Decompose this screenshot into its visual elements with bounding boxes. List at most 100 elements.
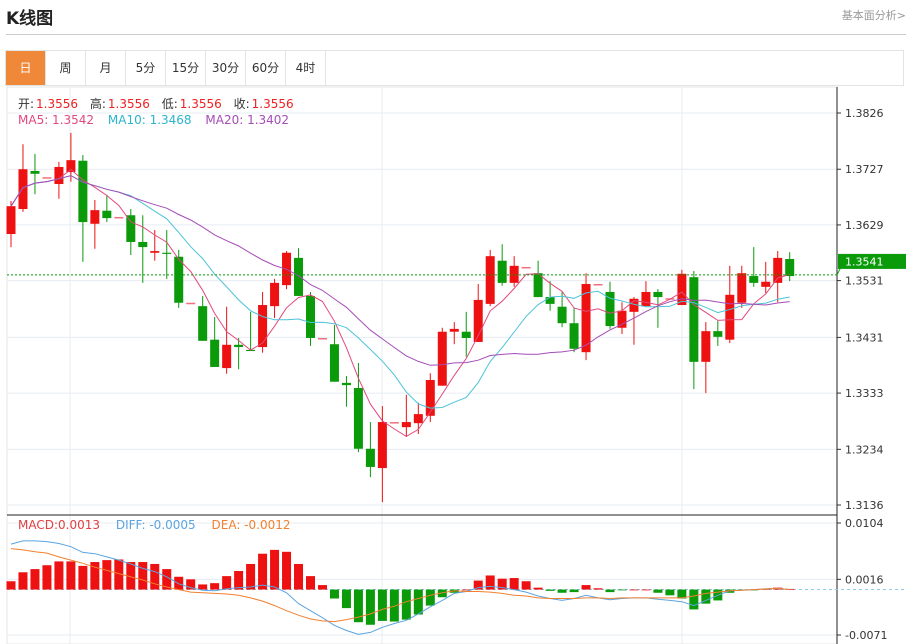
macd-value: MACD:0.0013 — [18, 518, 101, 532]
macd-bar — [42, 565, 52, 590]
candle-body — [461, 331, 471, 338]
candle-body — [689, 277, 699, 362]
candle-body — [785, 259, 795, 277]
low-label: 低: — [161, 97, 178, 111]
macd-bar — [521, 581, 531, 590]
price-tick-label: 1.3333 — [845, 387, 884, 400]
macd-bar — [593, 588, 603, 590]
macd-bar — [294, 563, 304, 590]
macd-tick-label: -0.0071 — [845, 629, 887, 642]
price-tick-label: 1.3234 — [845, 443, 884, 456]
candle-body — [258, 305, 268, 348]
candle-body — [629, 298, 639, 312]
macd-bar — [701, 589, 711, 604]
macd-bar — [341, 589, 351, 609]
candle-body — [617, 310, 627, 328]
candle-body — [186, 302, 196, 305]
close-label: 收: — [233, 97, 250, 111]
price-tick-label: 1.3629 — [845, 219, 884, 232]
macd-bar — [78, 565, 88, 590]
open-label: 开: — [18, 97, 35, 111]
candle-body — [641, 291, 651, 307]
candle-body — [138, 241, 148, 248]
candle-body — [701, 331, 711, 362]
candle-body — [521, 266, 531, 269]
candle-body — [210, 339, 220, 367]
ma20-value: MA20: 1.3402 — [205, 113, 290, 127]
macd-bar — [90, 562, 100, 590]
macd-bar — [329, 589, 339, 599]
candle-body — [66, 160, 76, 173]
ma5-line — [10, 168, 790, 437]
macd-bar — [629, 589, 639, 591]
candle-body — [114, 216, 124, 219]
candle-body — [713, 331, 723, 337]
price-tick-label: 1.3727 — [845, 163, 884, 176]
ma-legend: MA5: 1.3542 MA10: 1.3468 MA20: 1.3402 — [18, 113, 291, 127]
tab-5min[interactable]: 5分 — [126, 51, 166, 85]
macd-bar — [270, 549, 280, 590]
macd-bar — [353, 589, 363, 623]
macd-bar — [114, 559, 124, 590]
tab-60min[interactable]: 60分 — [246, 51, 286, 85]
macd-bar — [6, 581, 16, 590]
macd-bar — [401, 589, 411, 620]
macd-bar — [234, 571, 244, 590]
macd-bar — [186, 579, 196, 590]
macd-bar — [605, 589, 615, 593]
diff-value: DIFF: -0.0005 — [115, 518, 196, 532]
ohlc-legend: 开: 1.3556 高: 1.3556 低: 1.3556 收: 1.3556 — [18, 95, 296, 112]
macd-bar — [138, 562, 148, 590]
candle-body — [198, 306, 208, 341]
tab-month[interactable]: 月 — [86, 51, 126, 85]
macd-bar — [545, 589, 555, 591]
candle-body — [533, 273, 543, 298]
candle-body — [413, 414, 423, 424]
macd-bar — [306, 576, 315, 590]
macd-bar — [509, 578, 519, 590]
candle-body — [749, 276, 759, 283]
high-label: 高: — [89, 97, 106, 111]
high-value: 1.3556 — [107, 97, 150, 111]
macd-bar — [317, 585, 327, 590]
candle-body — [425, 380, 435, 416]
macd-legend: MACD:0.0013 DIFF: -0.0005 DEA: -0.0012 — [18, 518, 293, 532]
candle-body — [557, 306, 567, 324]
ma10-line — [10, 175, 790, 409]
macd-bar — [461, 589, 471, 591]
macd-bar — [557, 589, 567, 593]
tab-15min[interactable]: 15分 — [166, 51, 206, 85]
macd-bar — [126, 562, 136, 590]
tab-4hour[interactable]: 4时 — [286, 51, 326, 85]
candle-body — [329, 344, 339, 382]
candle-body — [150, 251, 160, 253]
macd-bar — [617, 589, 627, 591]
candle-body — [234, 344, 244, 348]
macd-bar — [174, 576, 184, 590]
macd-bar — [569, 589, 579, 593]
macd-bar — [222, 576, 232, 590]
macd-bar — [689, 589, 699, 610]
close-value: 1.3556 — [251, 97, 294, 111]
divider — [6, 34, 906, 35]
candle-body — [545, 297, 555, 304]
fundamental-analysis-link[interactable]: 基本面分析> — [841, 9, 906, 22]
macd-bar — [437, 589, 447, 598]
candle-body — [677, 273, 687, 306]
candle-body — [473, 299, 483, 342]
candle-body — [353, 387, 363, 449]
candle-body — [6, 206, 16, 235]
macd-bar — [18, 572, 28, 590]
macd-bar — [413, 589, 423, 615]
macd-bar — [653, 589, 663, 593]
macd-bar — [102, 560, 112, 590]
chart-frame — [6, 86, 838, 644]
candle-body — [162, 252, 172, 254]
candle-body — [270, 282, 280, 307]
tab-week[interactable]: 周 — [46, 51, 86, 85]
candle-body — [761, 281, 771, 287]
tab-day[interactable]: 日 — [6, 51, 46, 85]
candle-body — [605, 291, 615, 327]
tab-30min[interactable]: 30分 — [206, 51, 246, 85]
